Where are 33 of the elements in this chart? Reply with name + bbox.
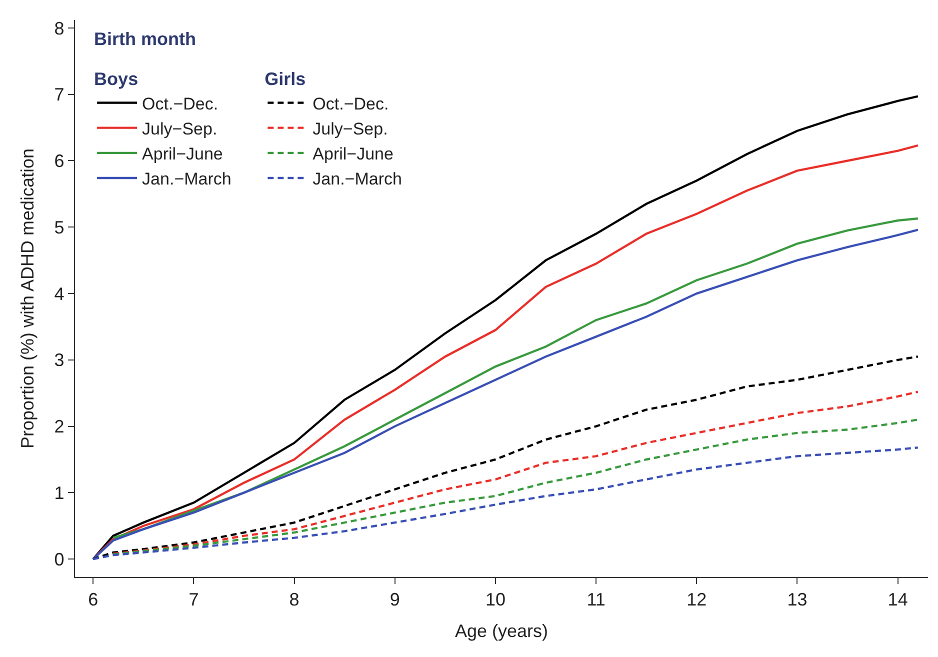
y-tick-label: 2 (54, 416, 64, 437)
x-tick-label: 9 (390, 590, 400, 610)
x-tick-label: 14 (888, 590, 908, 610)
legend-label: April−June (142, 144, 223, 164)
y-tick-label: 5 (54, 217, 64, 238)
annotation: Boys (94, 69, 138, 90)
line-series (112, 390, 920, 555)
legend-label: July−Sep. (142, 119, 218, 138)
legend-label: Oct.−Dec. (142, 94, 218, 114)
annotation: Girls (264, 69, 306, 90)
legend-label: Jan.−March (142, 170, 232, 189)
x-tick-label: 6 (88, 590, 98, 610)
x-tick-label: 8 (289, 590, 300, 610)
y-tick-label: 4 (54, 284, 64, 304)
y-tick-label: 6 (54, 151, 64, 172)
legend-label: Jan.−March (312, 170, 402, 189)
x-tick-label: 11 (586, 590, 606, 610)
x-axis-title: Age (years) (454, 620, 548, 641)
x-tick-label: 10 (485, 590, 506, 610)
y-tick-label: 3 (54, 350, 64, 370)
legend-label: Oct.−Dec. (312, 94, 389, 114)
y-tick-label: 7 (54, 84, 64, 105)
line-series (112, 418, 920, 556)
y-tick-label: 0 (54, 549, 64, 570)
x-tick-label: 7 (188, 590, 199, 610)
y-tick-label: 8 (54, 18, 64, 38)
y-tick-label: 1 (54, 482, 64, 503)
legend-title: Birth month (94, 29, 196, 49)
x-tick-label: 13 (787, 590, 808, 610)
legend-label: July−Sep. (312, 119, 388, 138)
legend-label: April−June (312, 144, 394, 164)
x-tick-label: 12 (686, 590, 707, 610)
y-axis-title: Proportion (%) with ADHD medication (17, 148, 38, 449)
